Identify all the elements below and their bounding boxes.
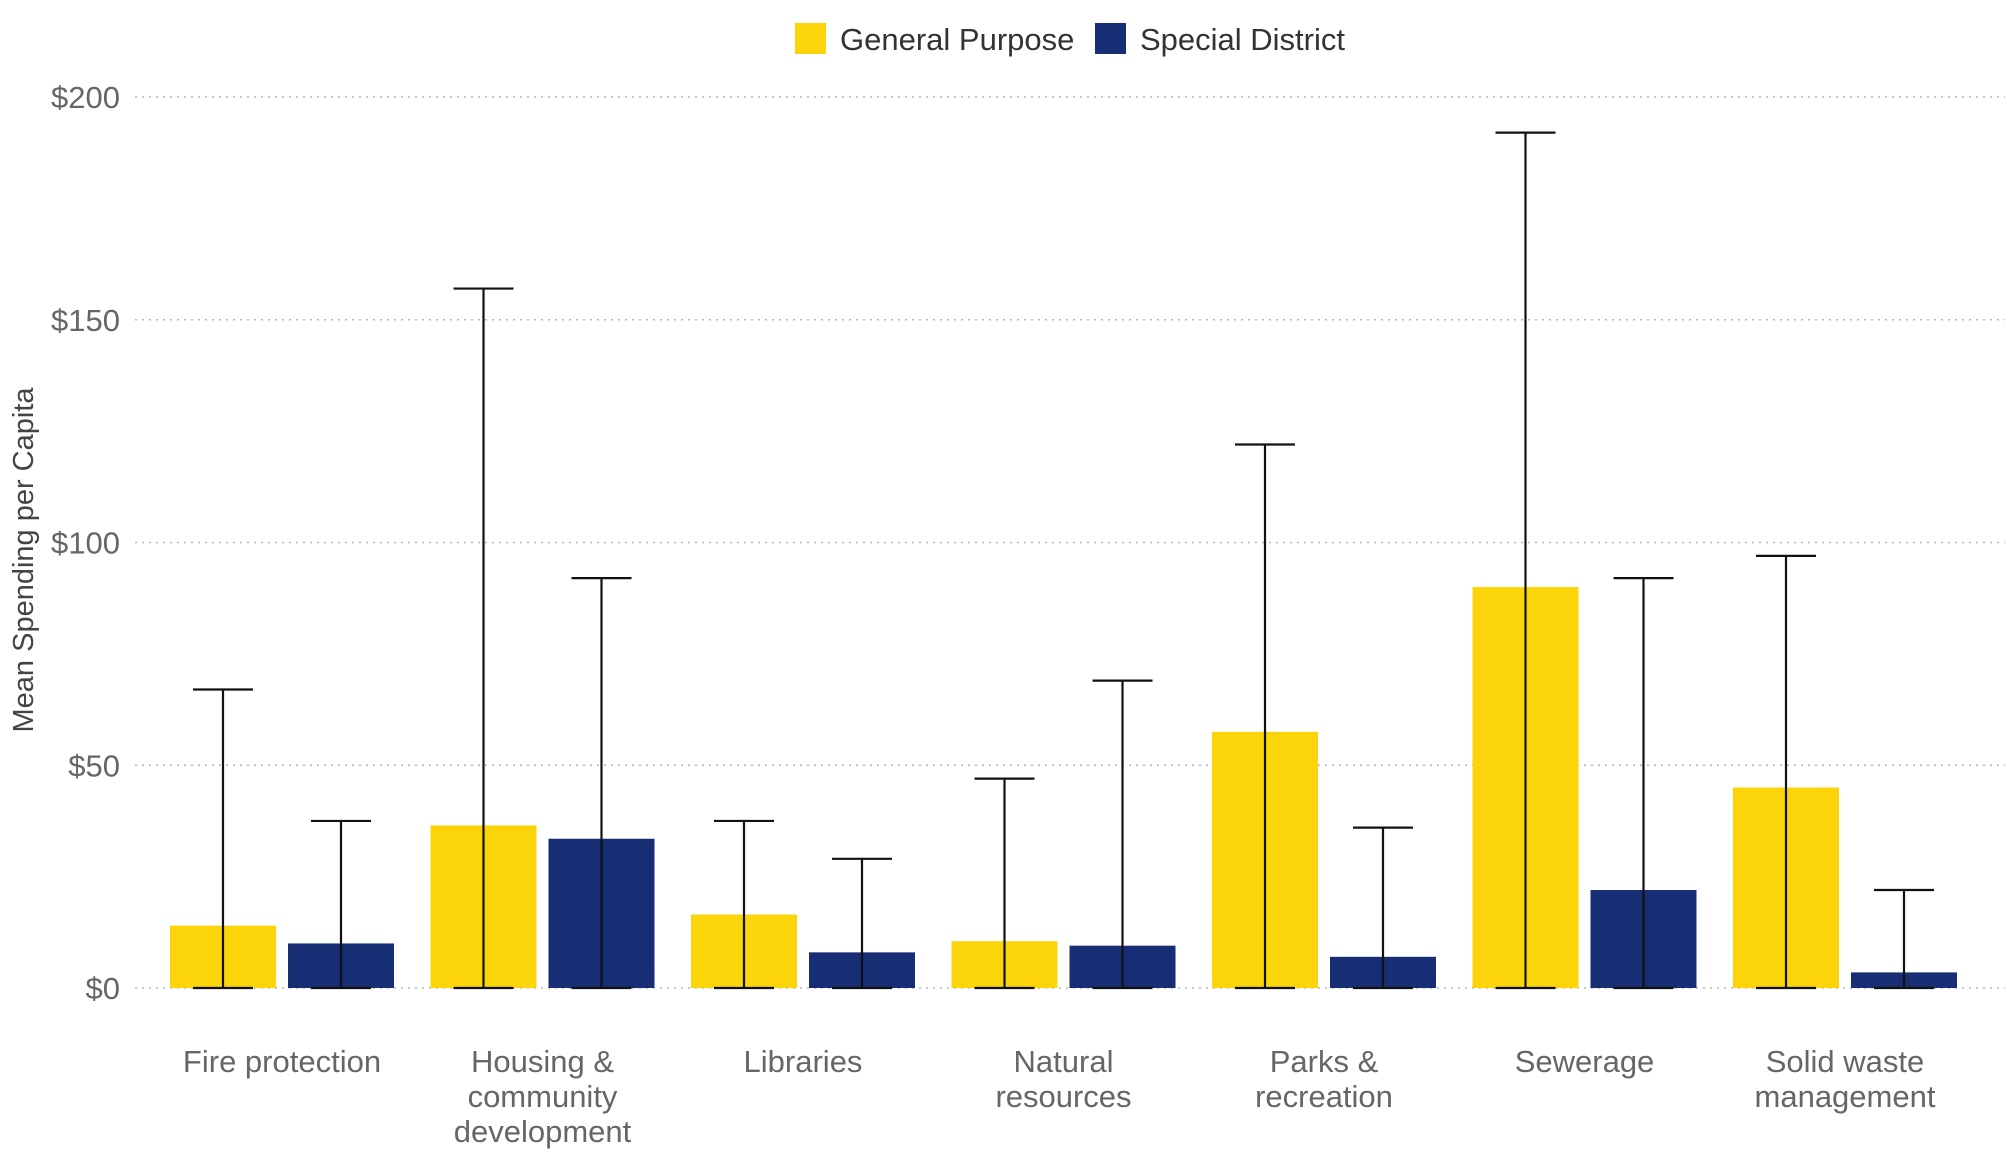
y-tick-label: $100	[51, 526, 120, 561]
y-tick-label: $50	[68, 748, 120, 783]
legend: General Purpose Special District	[795, 22, 1345, 57]
category-label-line: Housing &	[471, 1044, 614, 1079]
category-label-line: Fire protection	[183, 1044, 381, 1079]
y-tick-label: $150	[51, 303, 120, 338]
category-label: Housing & community development	[454, 1044, 632, 1149]
error-bars	[193, 131, 1934, 990]
y-tick-label: $0	[86, 971, 120, 1006]
y-axis-label: Mean Spending per Capita	[8, 387, 40, 733]
category-label-line: resources	[995, 1079, 1131, 1114]
x-axis-categories: Fire protection Housing & community develop…	[183, 1044, 1936, 1149]
category-label-line: Natural	[1014, 1044, 1114, 1079]
bars	[170, 587, 1957, 988]
category-label: Fire protection	[183, 1044, 381, 1079]
y-axis-ticks: $0 $50 $100 $150 $200	[51, 80, 120, 1006]
category-label: Libraries	[744, 1044, 863, 1079]
category-label: Parks & recreation	[1255, 1044, 1393, 1114]
legend-label: General Purpose	[840, 22, 1074, 57]
category-label-line: Parks &	[1270, 1044, 1379, 1079]
legend-swatch	[1095, 23, 1126, 54]
category-label-line: development	[454, 1114, 632, 1149]
y-tick-label: $200	[51, 80, 120, 115]
legend-label: Special District	[1140, 22, 1345, 57]
category-label-line: management	[1755, 1079, 1936, 1114]
y-axis-title: Mean Spending per Capita	[8, 387, 40, 733]
category-label-line: Solid waste	[1766, 1044, 1925, 1079]
category-label-line: Libraries	[744, 1044, 863, 1079]
category-label-line: Sewerage	[1515, 1044, 1655, 1079]
legend-swatch	[795, 23, 826, 54]
category-label-line: community	[468, 1079, 618, 1114]
category-label: Solid waste management	[1755, 1044, 1936, 1114]
category-label-line: recreation	[1255, 1079, 1393, 1114]
gridlines	[135, 96, 2005, 989]
category-label: Natural resources	[995, 1044, 1131, 1114]
category-label: Sewerage	[1515, 1044, 1655, 1079]
